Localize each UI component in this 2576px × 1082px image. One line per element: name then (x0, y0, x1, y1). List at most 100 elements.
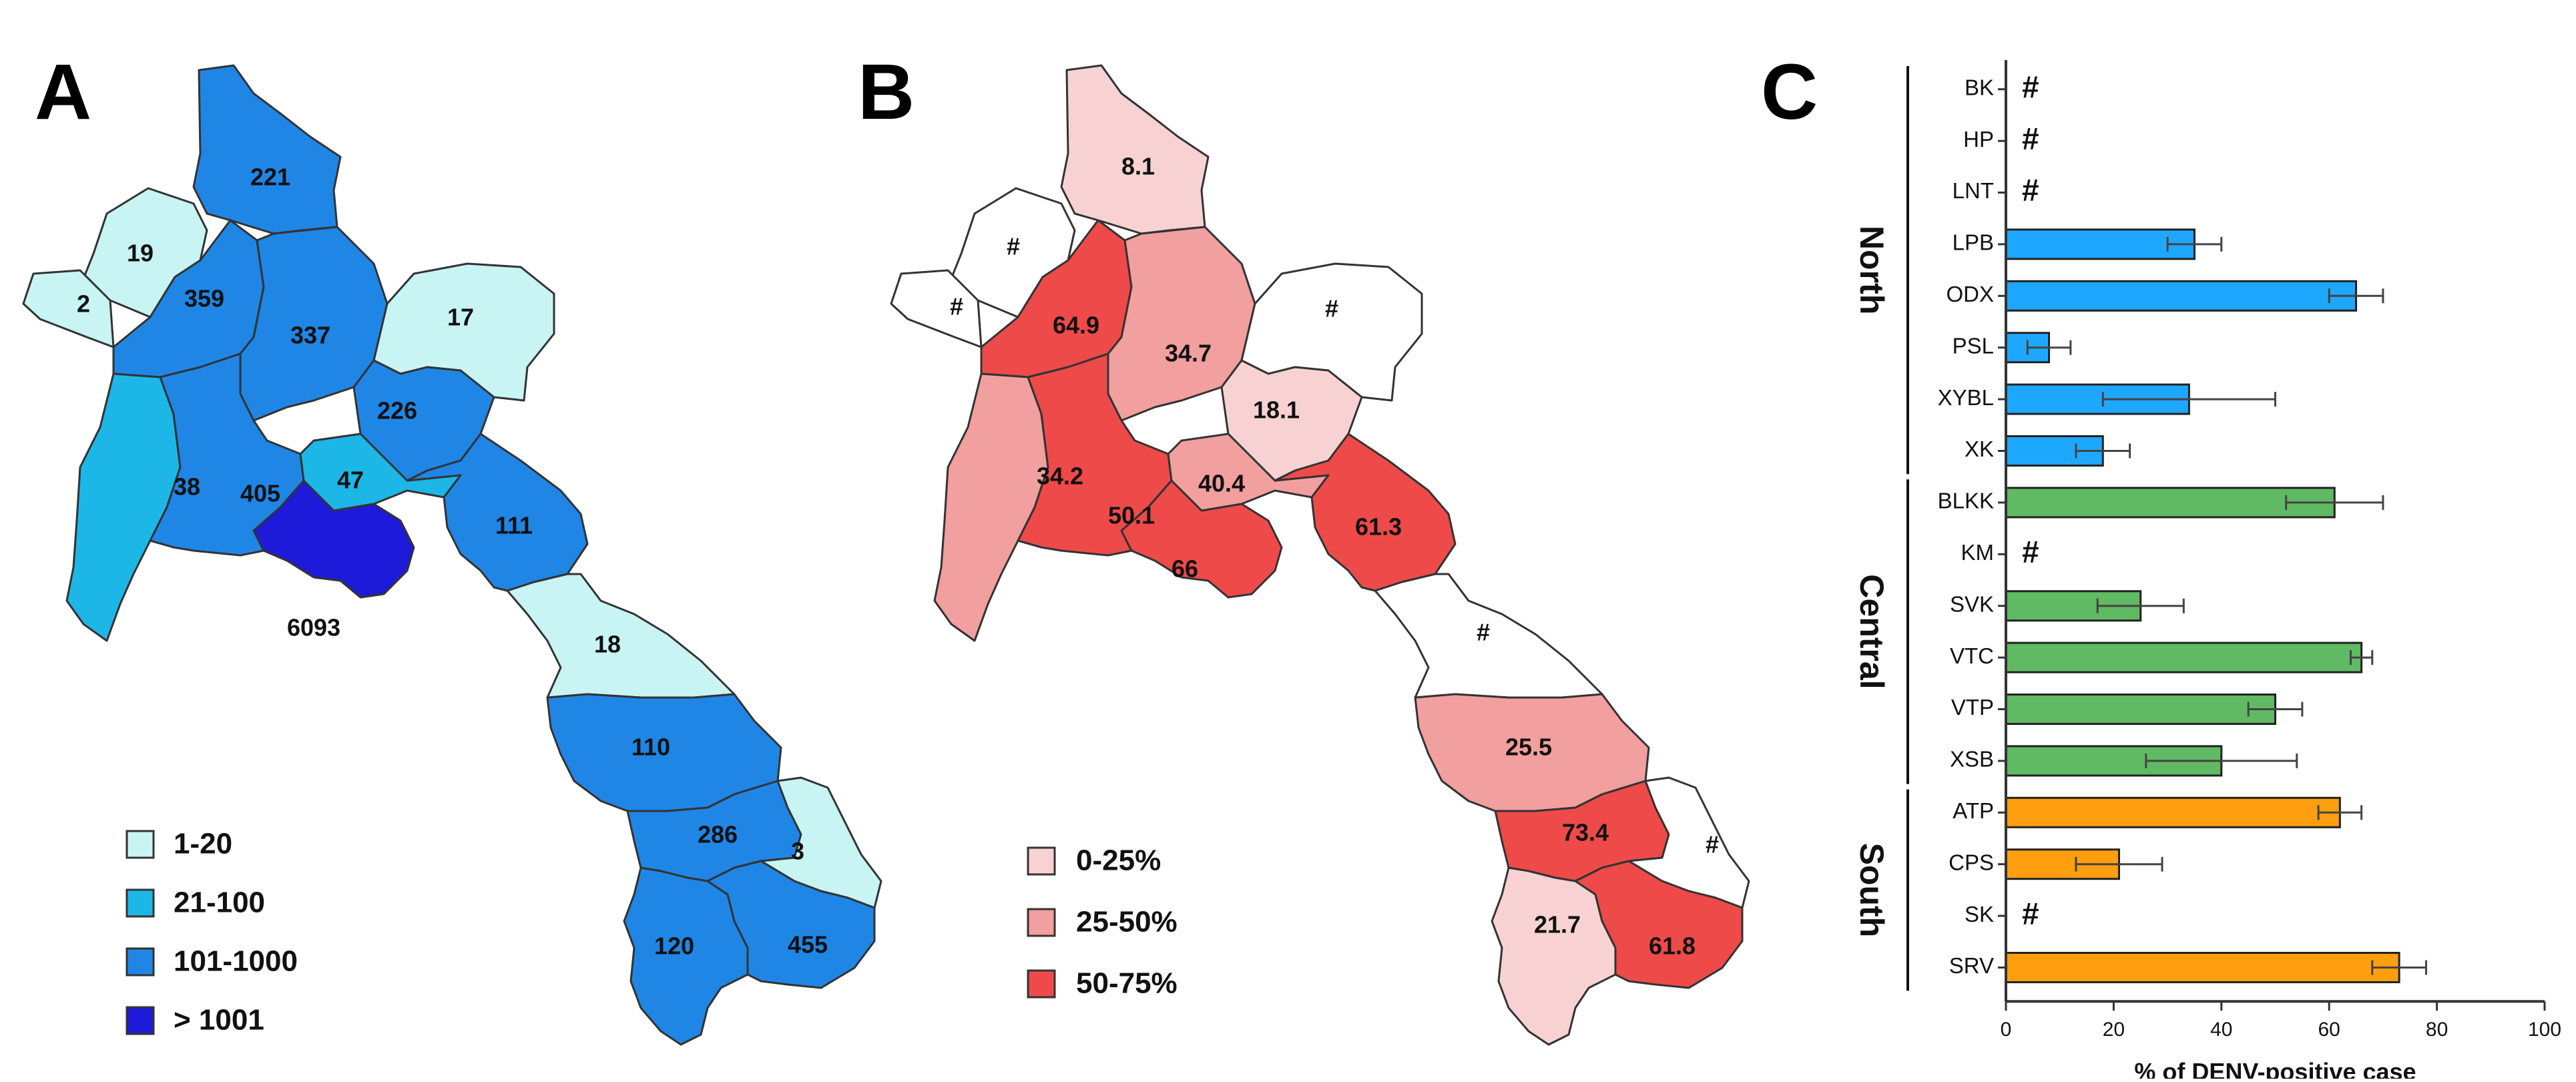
bar (2005, 796, 2341, 828)
province-value-label: 40.4 (1198, 470, 1245, 497)
province-value-label: 19 (127, 240, 154, 267)
province-value-label: # (1477, 619, 1490, 646)
province-polygon (1120, 479, 1283, 599)
category-label: ODX (1946, 282, 1994, 306)
province-value-label: 50.1 (1108, 502, 1155, 529)
bar (2005, 435, 2104, 467)
province-value-label: 110 (631, 734, 670, 761)
province-value-label: 3 (791, 838, 804, 865)
province-value-label: 2 (77, 290, 90, 318)
province-polygon (890, 269, 983, 348)
category-labels: BK HP LNT LPB ODX PSL XYBL XK BLKK KM SVK VTC VTP XSB… (1938, 75, 2006, 978)
group-brackets: North Central South (1853, 66, 1909, 991)
province-polygon-capital (252, 479, 415, 599)
province-polygon (1107, 226, 1256, 422)
province-polygon (65, 372, 182, 642)
province-value-label: 61.8 (1649, 932, 1696, 960)
category-label: VTP (1951, 695, 1994, 720)
legend-a-swatch (125, 830, 155, 859)
legend-a-label: > 1001 (174, 1004, 264, 1037)
x-ticks: 0 20 40 60 80 100 (2001, 1001, 2561, 1041)
legend-b-label: 50-75% (1076, 967, 1178, 1000)
x-tick-label: 60 (2318, 1019, 2340, 1041)
province-value-label: 17 (447, 304, 474, 331)
legend-a-label: 1-20 (174, 828, 232, 860)
map-a-labels: 221 19 2 359 337 17 38 226 405 47 111 60… (77, 164, 828, 960)
province-polygon (239, 226, 389, 422)
not-available-marker: # (2022, 896, 2039, 930)
legend-b-label: 25-50% (1076, 906, 1178, 938)
x-tick-label: 20 (2103, 1019, 2125, 1041)
province-value-label: 21.7 (1534, 911, 1581, 938)
province-value-label: 25.5 (1505, 734, 1552, 761)
province-value-label: 18 (594, 631, 621, 658)
category-label: SRV (1949, 953, 1994, 978)
x-tick-label: 100 (2528, 1019, 2561, 1041)
category-label: PSL (1953, 333, 1994, 358)
category-label: VTC (1950, 643, 1994, 668)
province-value-label: 455 (788, 931, 828, 959)
x-tick-label: 0 (2001, 1019, 2012, 1041)
bar (2005, 641, 2363, 673)
legend-a-swatch (125, 888, 155, 918)
region-label: North (1853, 226, 1890, 314)
province-value-label: 6093 (287, 614, 340, 641)
province-value-label: 221 (250, 164, 290, 191)
category-label: LPB (1953, 230, 1994, 255)
legend-a-label: 21-100 (174, 886, 265, 919)
not-available-marker: # (2022, 121, 2039, 156)
x-axis-label: % of DENV-positive case (2134, 1058, 2416, 1079)
category-label: KM (1961, 540, 1995, 565)
province-value-label: 47 (337, 467, 364, 494)
bar (2005, 487, 2336, 519)
category-label: XK (1965, 437, 1994, 461)
category-label: XYBL (1938, 385, 1994, 410)
panel-c-letter: C (1761, 48, 1818, 136)
category-label: SK (1965, 902, 1994, 926)
not-available-marker: # (2022, 69, 2039, 104)
panel-a-letter: A (35, 48, 91, 136)
map-b-labels: 8.1 # # 64.9 34.7 # 18.1 34.2 50.1 40.4 … (950, 153, 1719, 960)
category-label: CPS (1949, 850, 1994, 874)
legend-a-swatch (125, 947, 155, 977)
province-value-label: # (1706, 831, 1719, 858)
province-value-label: 405 (240, 480, 280, 507)
province-polygon (192, 64, 342, 235)
province-polygon (706, 860, 876, 989)
region-label: South (1853, 843, 1890, 938)
region-label: Central (1853, 574, 1890, 689)
province-value-label: 38 (174, 473, 200, 501)
category-label: LNT (1953, 178, 1994, 203)
province-value-label: 111 (495, 512, 533, 539)
province-polygon (933, 372, 1049, 642)
map-a-case-counts (22, 64, 882, 1046)
bar (2005, 228, 2196, 260)
province-value-label: 286 (698, 821, 738, 848)
province-value-label: 8.1 (1121, 153, 1155, 180)
legend-b: 0-25% 25-50% 50-75% (1027, 844, 1178, 1000)
province-value-label: # (950, 293, 963, 320)
legend-b-swatch (1027, 846, 1056, 876)
province-value-label: 73.4 (1562, 819, 1609, 846)
x-tick-label: 80 (2426, 1019, 2448, 1041)
legend-a: 1-20 21-100 101-1000 > 1001 (125, 828, 298, 1037)
province-polygon (1060, 64, 1210, 235)
panel-b-letter: B (858, 48, 915, 136)
legend-b-label: 0-25% (1076, 844, 1161, 877)
bar (2005, 694, 2276, 725)
category-label: ATP (1953, 798, 1994, 823)
province-polygon (1574, 860, 1744, 989)
category-label: HP (1963, 127, 1994, 152)
province-value-label: 337 (290, 322, 330, 349)
province-value-label: 226 (377, 397, 417, 425)
category-label: SVK (1950, 591, 1994, 616)
category-label: BK (1965, 75, 1994, 99)
bars-layer: # # # # # (2005, 69, 2427, 983)
bar (2005, 280, 2358, 312)
category-label: XSB (1950, 747, 1994, 772)
province-value-label: 66 (1172, 555, 1198, 583)
legend-b-swatch (1027, 908, 1056, 937)
legend-a-label: 101-1000 (174, 945, 298, 978)
not-available-marker: # (2022, 173, 2039, 208)
